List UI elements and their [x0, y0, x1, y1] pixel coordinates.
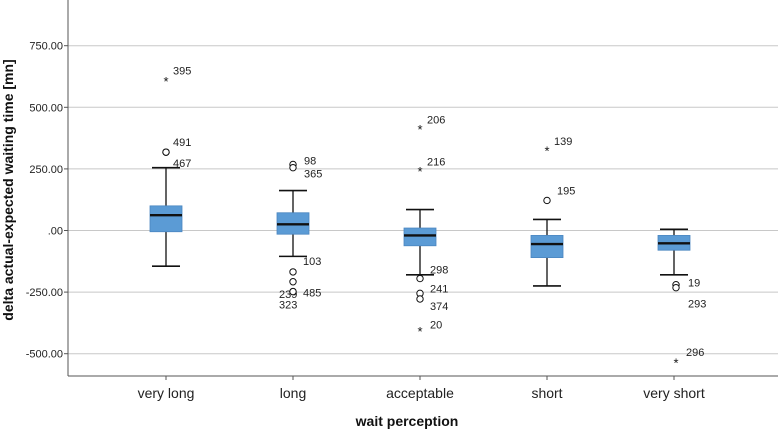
x-tick-label: very short	[643, 385, 705, 401]
boxes	[149, 166, 691, 287]
outlier-point: * 20	[417, 320, 442, 340]
outlier-label: 139	[554, 136, 572, 148]
outlier-label: 491	[173, 137, 191, 149]
outlier-point: 323	[279, 287, 297, 312]
outlier-point: * 216	[417, 156, 445, 179]
y-tick-label: 250.00	[29, 164, 63, 176]
axes	[64, 0, 778, 380]
outlier-circle	[289, 268, 297, 276]
box-long	[276, 189, 310, 258]
outlier-circle	[289, 287, 297, 296]
outlier-point: 103	[289, 256, 321, 276]
outlier-point: * 296	[673, 347, 704, 371]
box-iqr	[149, 205, 183, 233]
outlier-label: 19	[688, 278, 700, 290]
outlier-circle	[289, 163, 297, 172]
box-short	[530, 218, 564, 287]
box-very-long	[149, 166, 183, 268]
outlier-circle	[162, 148, 170, 156]
outlier-label: 467	[173, 158, 191, 170]
box-iqr	[530, 235, 564, 259]
gridlines	[68, 45, 778, 355]
outlier-star: *	[544, 144, 549, 159]
outlier-label: 296	[686, 347, 704, 359]
x-axis-title: wait perception	[355, 413, 459, 429]
outlier-point: 365	[289, 163, 322, 181]
y-tick-label: -500.00	[26, 349, 63, 361]
outlier-point: 467	[162, 148, 191, 170]
outlier-circle	[416, 274, 424, 283]
outlier-label: 323	[279, 300, 297, 312]
outlier-label: 293	[688, 299, 706, 311]
outlier-label: 98	[304, 155, 316, 167]
outlier-star: *	[417, 324, 422, 339]
y-tick-label: .00	[48, 226, 63, 238]
box-acceptable	[403, 208, 437, 276]
outlier-label: 485	[303, 288, 321, 300]
outlier-circle	[289, 278, 297, 286]
y-tick-label: 750.00	[29, 41, 63, 53]
outlier-label: 395	[173, 65, 191, 77]
box-very-short	[657, 228, 691, 276]
outlier-label: 241	[430, 283, 448, 295]
outlier-label: 374	[430, 301, 448, 313]
outlier-circle	[416, 295, 424, 303]
outlier-label: 20	[430, 320, 442, 332]
outlier-star: *	[673, 356, 678, 371]
box-iqr	[403, 227, 437, 247]
outlier-point: 241	[416, 283, 448, 298]
outlier-star: *	[417, 164, 422, 179]
outlier-circle	[672, 283, 680, 292]
outlier-point: 293	[672, 283, 706, 311]
x-tick-label: acceptable	[386, 385, 454, 401]
outlier-label: 206	[427, 114, 445, 126]
outlier-label: 195	[557, 185, 575, 197]
outlier-circle	[543, 196, 551, 205]
outlier-star: *	[163, 74, 168, 89]
y-tick-label: 500.00	[29, 102, 63, 114]
outlier-label: 103	[303, 256, 321, 268]
x-tick-label: short	[531, 385, 562, 401]
outlier-star: *	[417, 122, 422, 137]
y-axis-title: delta actual-expected waiting time [mn]	[0, 59, 16, 320]
outlier-label: 216	[427, 156, 445, 168]
outlier-point: 298	[416, 265, 448, 283]
outlier-label: 298	[430, 265, 448, 277]
x-tick-label: long	[280, 385, 306, 401]
outlier-point: * 139	[544, 136, 572, 159]
outlier-point: * 395	[163, 65, 191, 89]
y-tick-label: -250.00	[26, 287, 63, 299]
outlier-point: 195	[543, 185, 575, 205]
outlier-point: * 206	[417, 114, 445, 137]
axis-labels: -500.00 -250.00 .00 250.00 500.00 750.00 very …	[26, 41, 705, 401]
outlier-label: 365	[304, 169, 322, 181]
outlier-point: 374	[416, 295, 448, 313]
x-tick-label: very long	[138, 385, 195, 401]
